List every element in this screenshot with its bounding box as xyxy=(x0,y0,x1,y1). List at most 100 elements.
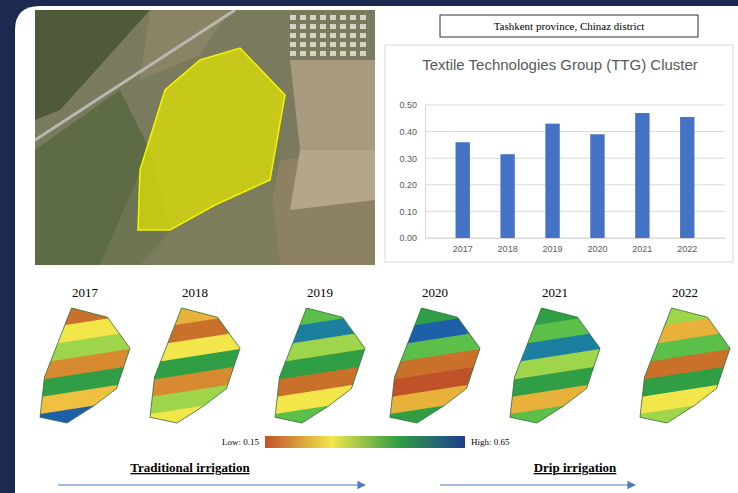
color-bar-low-label: Low: 0.15 xyxy=(222,437,259,447)
satellite-building xyxy=(360,15,366,20)
map-panel xyxy=(490,278,620,439)
satellite-building xyxy=(340,15,346,20)
satellite-building xyxy=(350,42,356,47)
map-panel xyxy=(620,278,738,439)
grid-line xyxy=(425,211,725,212)
satellite-building xyxy=(320,51,326,56)
y-tick: 0.30 xyxy=(399,154,425,164)
satellite-building xyxy=(290,15,296,20)
y-tick-label: 0.30 xyxy=(399,154,417,164)
y-axis: 0.00 0.10 0.20 0.30 0.40 0.50 xyxy=(399,100,425,243)
satellite-building xyxy=(300,33,306,38)
y-tick: 0.50 xyxy=(399,100,425,110)
x-tick-label: 2017 xyxy=(453,244,473,254)
grid-line xyxy=(425,238,725,239)
map-year-label: 2018 xyxy=(182,285,208,300)
y-tick-label: 0.40 xyxy=(399,127,417,137)
map-outline xyxy=(510,308,600,423)
satellite-building xyxy=(350,51,356,56)
map-zone xyxy=(620,397,738,439)
x-tick-label: 2019 xyxy=(543,244,563,254)
study-field xyxy=(138,48,285,230)
satellite-building xyxy=(330,15,336,20)
satellite-building xyxy=(310,33,316,38)
satellite-building xyxy=(310,42,316,47)
y-axis-line xyxy=(425,106,426,239)
map-year-label: 2017 xyxy=(72,285,99,300)
bars xyxy=(456,113,695,238)
satellite-building xyxy=(330,33,336,38)
map-outline xyxy=(275,308,365,423)
map-zone xyxy=(490,397,620,439)
satellite-building xyxy=(360,51,366,56)
x-tick: 2020 xyxy=(587,238,607,254)
satellite-building xyxy=(290,33,296,38)
satellite-building xyxy=(360,24,366,29)
map-zone xyxy=(490,380,620,422)
satellite-building xyxy=(330,42,336,47)
map-panel xyxy=(255,278,385,439)
satellite-building xyxy=(310,24,316,29)
x-tick: 2021 xyxy=(632,238,652,254)
bar xyxy=(500,154,514,238)
satellite-building xyxy=(290,24,296,29)
map-outline xyxy=(640,308,730,423)
location-box xyxy=(440,15,698,37)
satellite-building xyxy=(290,42,296,47)
x-tick-label: 2022 xyxy=(677,244,697,254)
satellite-building xyxy=(310,51,316,56)
satellite-ground xyxy=(35,10,375,265)
map-panel xyxy=(130,278,260,439)
map-zone xyxy=(130,380,260,422)
satellite-building xyxy=(340,33,346,38)
satellite-building xyxy=(350,15,356,20)
satellite-building xyxy=(300,15,306,20)
satellite-building xyxy=(310,15,316,20)
map-panel xyxy=(370,278,500,439)
slide-panel xyxy=(15,6,738,493)
irrigation-arrow xyxy=(58,484,365,485)
map-year-label: 2019 xyxy=(307,285,333,300)
y-tick-label: 0.50 xyxy=(399,100,417,110)
x-tick-label: 2018 xyxy=(498,244,518,254)
x-tick-label: 2020 xyxy=(587,244,607,254)
bar xyxy=(456,142,470,238)
y-tick-label: 0.00 xyxy=(399,233,417,243)
x-tick: 2017 xyxy=(453,238,473,254)
grid-line xyxy=(425,105,725,106)
satellite-building xyxy=(340,24,346,29)
satellite-building xyxy=(360,33,366,38)
chart-title: Textile Technologies Group (TTG) Cluster xyxy=(422,56,698,73)
x-axis-line xyxy=(426,238,726,239)
satellite-building xyxy=(340,42,346,47)
map-year-label: 2021 xyxy=(542,285,568,300)
y-tick-label: 0.10 xyxy=(399,207,417,217)
color-bar-high-label: High: 0.65 xyxy=(471,437,510,447)
x-tick-label: 2021 xyxy=(632,244,652,254)
color-bar xyxy=(265,436,465,448)
map-zone xyxy=(370,397,500,439)
grid-line xyxy=(425,158,725,159)
y-tick: 0.10 xyxy=(399,207,425,217)
y-tick: 0.20 xyxy=(399,180,425,190)
satellite-building xyxy=(320,42,326,47)
map-zone xyxy=(20,380,150,422)
irrigation-label: Traditional irrigation xyxy=(130,460,250,475)
bar xyxy=(680,117,694,238)
map-zone xyxy=(130,397,260,439)
bar xyxy=(590,134,604,238)
satellite-building xyxy=(340,51,346,56)
map-year-label: 2022 xyxy=(672,285,698,300)
y-tick-label: 0.20 xyxy=(399,180,417,190)
map-panel xyxy=(20,278,150,439)
irrigation-label: Drip irrigation xyxy=(534,460,617,475)
map-zone xyxy=(20,397,150,439)
satellite-field xyxy=(290,60,375,150)
irrigation-arrow xyxy=(440,484,635,485)
grid-line xyxy=(425,131,725,132)
satellite-building xyxy=(320,24,326,29)
x-tick: 2019 xyxy=(543,238,563,254)
satellite-image xyxy=(35,10,375,265)
satellite-building xyxy=(320,33,326,38)
satellite-building xyxy=(290,51,296,56)
